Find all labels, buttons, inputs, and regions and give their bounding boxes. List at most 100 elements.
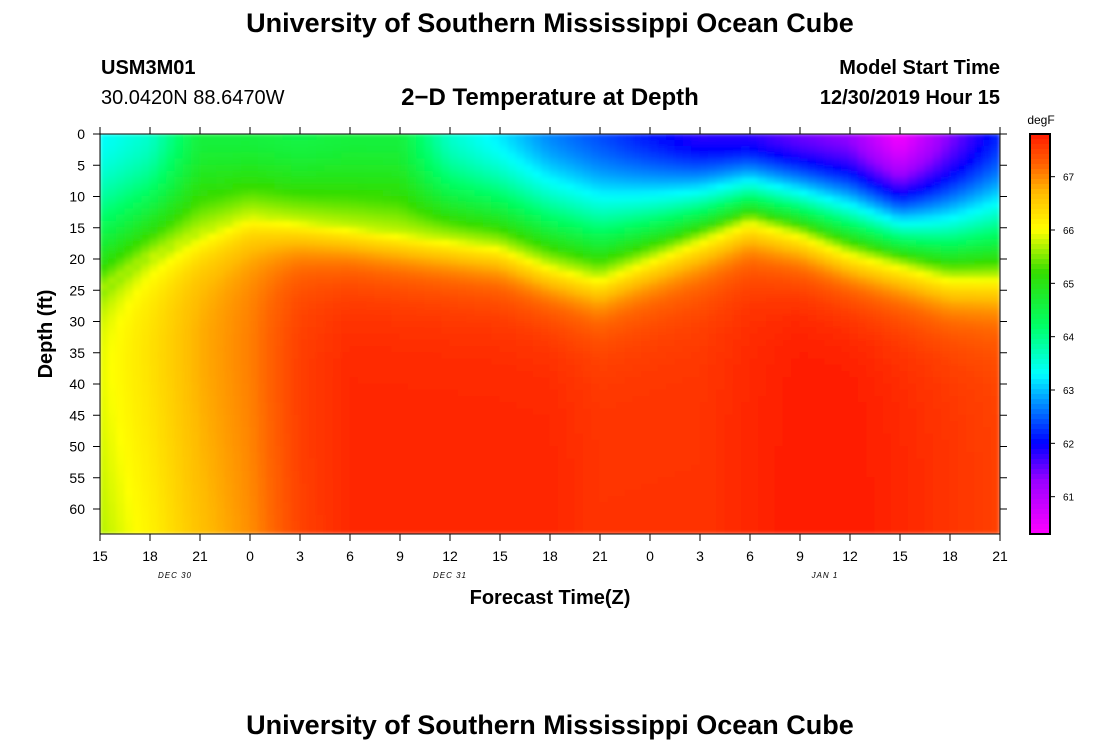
- colorbar-segment: [1030, 444, 1050, 450]
- colorbar-segment: [1030, 499, 1050, 505]
- colorbar-segment: [1030, 289, 1050, 295]
- x-tick-label: 21: [592, 548, 608, 564]
- colorbar-tick-label: 65: [1063, 279, 1075, 290]
- page-title-bottom: University of Southern Mississippi Ocean…: [246, 710, 854, 740]
- colorbar-segment: [1030, 294, 1050, 300]
- colorbar-segment: [1030, 249, 1050, 255]
- colorbar-segment: [1030, 489, 1050, 495]
- colorbar-segment: [1030, 439, 1050, 445]
- colorbar-segment: [1030, 434, 1050, 440]
- page-title-top: University of Southern Mississippi Ocean…: [246, 8, 854, 38]
- colorbar-segment: [1030, 209, 1050, 215]
- y-tick-label: 60: [69, 501, 85, 517]
- model-start-label: Model Start Time: [839, 57, 1000, 79]
- colorbar-segment: [1030, 384, 1050, 390]
- x-axis-ticks: 15 18 21 0 3 6 9 12 15 18 21 0 3 6 9 12 15 18 21: [92, 127, 1008, 564]
- y-tick-label: 30: [69, 314, 85, 330]
- colorbar-segment: [1030, 364, 1050, 370]
- x-tick-label: 21: [992, 548, 1008, 564]
- colorbar-segment: [1030, 319, 1050, 325]
- colorbar-segment: [1030, 324, 1050, 330]
- x-axis-title: Forecast Time(Z): [470, 587, 631, 609]
- colorbar-segment: [1030, 144, 1050, 150]
- x-tick-label: 12: [442, 548, 458, 564]
- colorbar-segment: [1030, 514, 1050, 520]
- colorbar-segment: [1030, 279, 1050, 285]
- colorbar-segment: [1030, 469, 1050, 475]
- colorbar-segment: [1030, 199, 1050, 205]
- station-location: 30.0420N 88.6470W: [101, 87, 285, 109]
- colorbar-segment: [1030, 339, 1050, 345]
- colorbar-segment: [1030, 404, 1050, 410]
- date-label: DEC 30: [158, 571, 192, 580]
- colorbar-segment: [1030, 464, 1050, 470]
- colorbar-segment: [1030, 154, 1050, 160]
- x-tick-label: 12: [842, 548, 858, 564]
- y-axis-ticks: 0 5 10 15 20 25 30 35 40 45 50 55 60: [69, 126, 1007, 517]
- x-tick-label: 3: [296, 548, 304, 564]
- colorbar-segment: [1030, 494, 1050, 500]
- colorbar-segment: [1030, 454, 1050, 460]
- colorbar-tick-label: 63: [1063, 386, 1075, 397]
- colorbar-tick-label: 61: [1063, 493, 1075, 504]
- x-tick-label: 9: [796, 548, 804, 564]
- y-tick-label: 45: [69, 407, 85, 423]
- colorbar-unit: degF: [1027, 113, 1054, 127]
- x-tick-label: 6: [346, 548, 354, 564]
- colorbar-segment: [1030, 314, 1050, 320]
- colorbar-segment: [1030, 179, 1050, 185]
- colorbar-tick-label: 66: [1063, 226, 1075, 237]
- colorbar-segment: [1030, 269, 1050, 275]
- colorbar-segment: [1030, 359, 1050, 365]
- colorbar-segment: [1030, 504, 1050, 510]
- colorbar-segment: [1030, 399, 1050, 405]
- colorbar-segment: [1030, 509, 1050, 515]
- colorbar-frame: [1029, 133, 1051, 535]
- y-tick-label: 20: [69, 251, 85, 267]
- colorbar-segment: [1030, 299, 1050, 305]
- model-start-value: 12/30/2019 Hour 15: [819, 87, 1000, 109]
- colorbar-segment: [1030, 169, 1050, 175]
- colorbar-segment: [1030, 519, 1050, 525]
- y-tick-label: 50: [69, 439, 85, 455]
- heatmap-field: [100, 134, 1000, 534]
- y-axis-title: Depth (ft): [35, 290, 57, 379]
- x-tick-label: 15: [892, 548, 908, 564]
- x-tick-label: 18: [542, 548, 558, 564]
- colorbar-segment: [1030, 214, 1050, 220]
- x-tick-label: 18: [942, 548, 958, 564]
- date-label: DEC 31: [433, 571, 467, 580]
- date-labels: DEC 30 DEC 31 JAN 1: [158, 571, 837, 580]
- station-id: USM3M01: [101, 57, 196, 79]
- colorbar-segment: [1030, 459, 1050, 465]
- colorbar-segment: [1030, 369, 1050, 375]
- colorbar-segment: [1030, 184, 1050, 190]
- colorbar: 61 62 63 64 65 66 67: [1029, 133, 1075, 535]
- colorbar-tick-label: 67: [1063, 173, 1075, 184]
- plot-title: 2−D Temperature at Depth: [401, 84, 699, 111]
- x-tick-label: 0: [646, 548, 654, 564]
- colorbar-segment: [1030, 189, 1050, 195]
- y-tick-label: 25: [69, 282, 85, 298]
- colorbar-segment: [1030, 274, 1050, 280]
- colorbar-segment: [1030, 479, 1050, 485]
- colorbar-segment: [1030, 334, 1050, 340]
- colorbar-segment: [1030, 329, 1050, 335]
- colorbar-segment: [1030, 134, 1050, 140]
- colorbar-segment: [1030, 424, 1050, 430]
- colorbar-segment: [1030, 414, 1050, 420]
- y-tick-label: 35: [69, 345, 85, 361]
- colorbar-segment: [1030, 474, 1050, 480]
- colorbar-segment: [1030, 194, 1050, 200]
- colorbar-segment: [1030, 149, 1050, 155]
- colorbar-segment: [1030, 354, 1050, 360]
- colorbar-segment: [1030, 374, 1050, 380]
- x-tick-label: 9: [396, 548, 404, 564]
- y-tick-label: 10: [69, 189, 85, 205]
- colorbar-segment: [1030, 419, 1050, 425]
- colorbar-segment: [1030, 349, 1050, 355]
- x-tick-label: 0: [246, 548, 254, 564]
- colorbar-segment: [1030, 449, 1050, 455]
- colorbar-segment: [1030, 224, 1050, 230]
